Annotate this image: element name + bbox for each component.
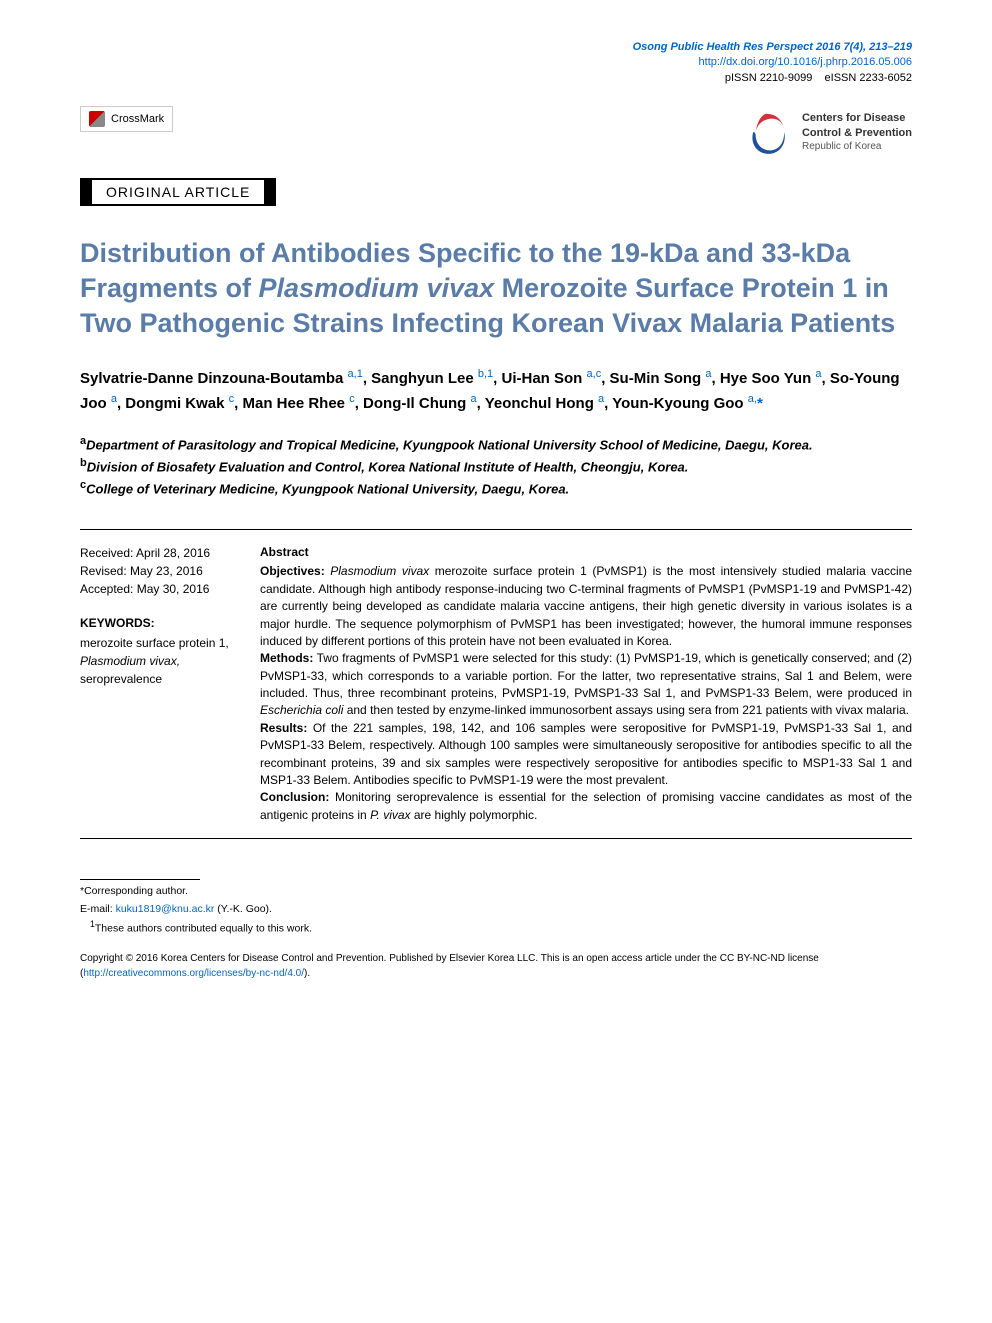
affiliation-c: cCollege of Veterinary Medicine, Kyungpo… [80, 477, 912, 499]
article-dates: Received: April 28, 2016 Revised: May 23… [80, 544, 240, 598]
header-row: CrossMark Centers for Disease Control & … [80, 106, 912, 158]
abstract-results: Results: Of the 221 samples, 198, 142, a… [260, 720, 912, 790]
date-revised: Revised: May 23, 2016 [80, 562, 240, 580]
bar-left [80, 178, 92, 206]
journal-meta: Osong Public Health Res Perspect 2016 7(… [80, 40, 912, 86]
publisher-name: Centers for Disease Control & Prevention… [802, 111, 912, 153]
publisher-line2: Control & Prevention [802, 126, 912, 140]
author-list: Sylvatrie-Danne Dinzouna-Boutamba a,1, S… [80, 366, 912, 415]
affiliation-list: aDepartment of Parasitology and Tropical… [80, 433, 912, 498]
doi-link[interactable]: http://dx.doi.org/10.1016/j.phrp.2016.05… [699, 56, 912, 68]
email-link[interactable]: kuku1819@knu.ac.kr [116, 903, 215, 915]
cc-license-link[interactable]: http://creativecommons.org/licenses/by-n… [83, 968, 304, 979]
date-received: Received: April 28, 2016 [80, 544, 240, 562]
info-abstract-block: Received: April 28, 2016 Revised: May 23… [80, 529, 912, 839]
pissn: pISSN 2210-9099 [725, 72, 812, 84]
publisher-line3: Republic of Korea [802, 140, 912, 153]
corresponding-email: E-mail: kuku1819@knu.ac.kr (Y.-K. Goo). [80, 902, 912, 918]
article-type: ORIGINAL ARTICLE [92, 178, 264, 206]
abstract: Abstract Objectives: Plasmodium vivax me… [260, 544, 912, 824]
article-title: Distribution of Antibodies Specific to t… [80, 236, 912, 341]
abstract-methods: Methods: Two fragments of PvMSP1 were se… [260, 650, 912, 720]
publisher-line1: Centers for Disease [802, 111, 912, 125]
abstract-heading: Abstract [260, 544, 912, 561]
footnote-rule [80, 879, 200, 880]
keywords-heading: KEYWORDS: [80, 614, 240, 632]
journal-ref: Osong Public Health Res Perspect 2016 7(… [633, 41, 912, 53]
corresponding-label: *Corresponding author. [80, 884, 912, 900]
affiliation-a: aDepartment of Parasitology and Tropical… [80, 433, 912, 455]
bar-right [264, 178, 276, 206]
crossmark-icon [89, 111, 105, 127]
kcdc-swirl-icon [740, 106, 792, 158]
article-info-sidebar: Received: April 28, 2016 Revised: May 23… [80, 544, 240, 824]
date-accepted: Accepted: May 30, 2016 [80, 580, 240, 598]
crossmark-label: CrossMark [111, 113, 164, 125]
crossmark-badge[interactable]: CrossMark [80, 106, 173, 132]
abstract-objectives: Objectives: Plasmodium vivax merozoite s… [260, 563, 912, 650]
article-type-bar: ORIGINAL ARTICLE [80, 178, 912, 206]
keyword-3: seroprevalence [80, 670, 240, 688]
eissn: eISSN 2233-6052 [825, 72, 912, 84]
title-italic: Plasmodium vivax [259, 273, 495, 303]
keyword-1: merozoite surface protein 1, [80, 634, 240, 652]
affiliation-b: bDivision of Biosafety Evaluation and Co… [80, 455, 912, 477]
copyright-notice: Copyright © 2016 Korea Centers for Disea… [80, 951, 912, 981]
abstract-conclusion: Conclusion: Monitoring seroprevalence is… [260, 789, 912, 824]
page-footer: *Corresponding author. E-mail: kuku1819@… [80, 879, 912, 981]
publisher-logo: Centers for Disease Control & Prevention… [740, 106, 912, 158]
keyword-2: Plasmodium vivax, [80, 652, 240, 670]
equal-contribution: 1These authors contributed equally to th… [80, 918, 912, 937]
